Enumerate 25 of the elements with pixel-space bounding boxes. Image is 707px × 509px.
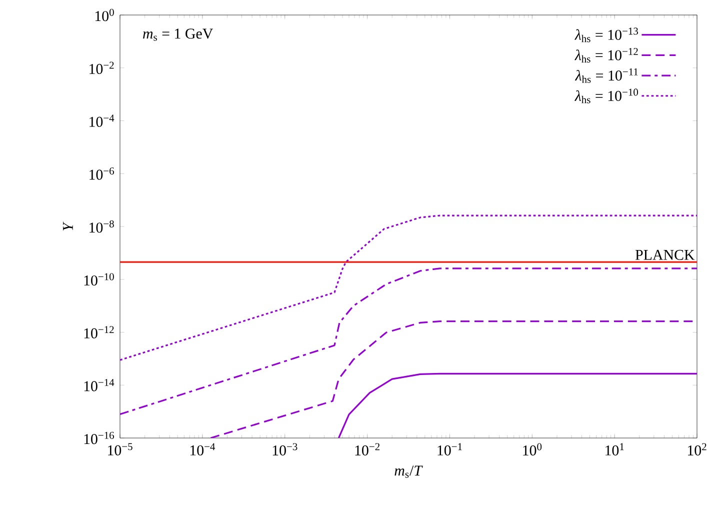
y-tick-label: 10$^{−10}$ xyxy=(84,273,114,286)
y-tick-label: 10$^{−6}$ xyxy=(90,167,114,180)
legend-label: λ$_{hs}$ = 10$^{−11}$ xyxy=(574,68,638,83)
x-tick-label: 10$^{−2}$ xyxy=(355,443,380,456)
y-tick-label: 10$^{0}$ xyxy=(95,8,114,22)
x-tick-label: 10$^{−1}$ xyxy=(438,443,462,456)
x-axis-title: m$_{s}$/T xyxy=(394,466,423,478)
x-tick-label: 10$^{−5}$ xyxy=(108,443,132,456)
y-tick-label: 10$^{−4}$ xyxy=(90,114,114,127)
annotation: m$_{s}$ = 1 GeV xyxy=(143,28,214,41)
y-axis-title: Y xyxy=(63,222,73,230)
y-tick-label: 10$^{−8}$ xyxy=(90,220,114,233)
x-tick-label: 10$^{−4}$ xyxy=(190,443,216,456)
x-tick-label: 10$^{0}$ xyxy=(523,443,542,456)
y-tick-label: 10$^{−2}$ xyxy=(90,62,114,74)
ref-line-label: PLANCK xyxy=(635,250,695,260)
legend-label: λ$_{hs}$ = 10$^{−13}$ xyxy=(574,28,638,42)
y-tick-label: 10$^{−14}$ xyxy=(84,379,114,392)
x-tick-label: 10$^{−3}$ xyxy=(272,443,298,456)
x-tick-label: 10$^{1}$ xyxy=(606,443,624,456)
legend-label: λ$_{hs}$ = 10$^{−12}$ xyxy=(574,48,638,63)
x-tick-label: 10$^{2}$ xyxy=(688,443,706,456)
legend-label: λ$_{hs}$ = 10$^{−10}$ xyxy=(574,88,638,104)
y-tick-label: 10$^{−16}$ xyxy=(84,432,114,444)
y-tick-label: 10$^{−12}$ xyxy=(84,326,114,338)
